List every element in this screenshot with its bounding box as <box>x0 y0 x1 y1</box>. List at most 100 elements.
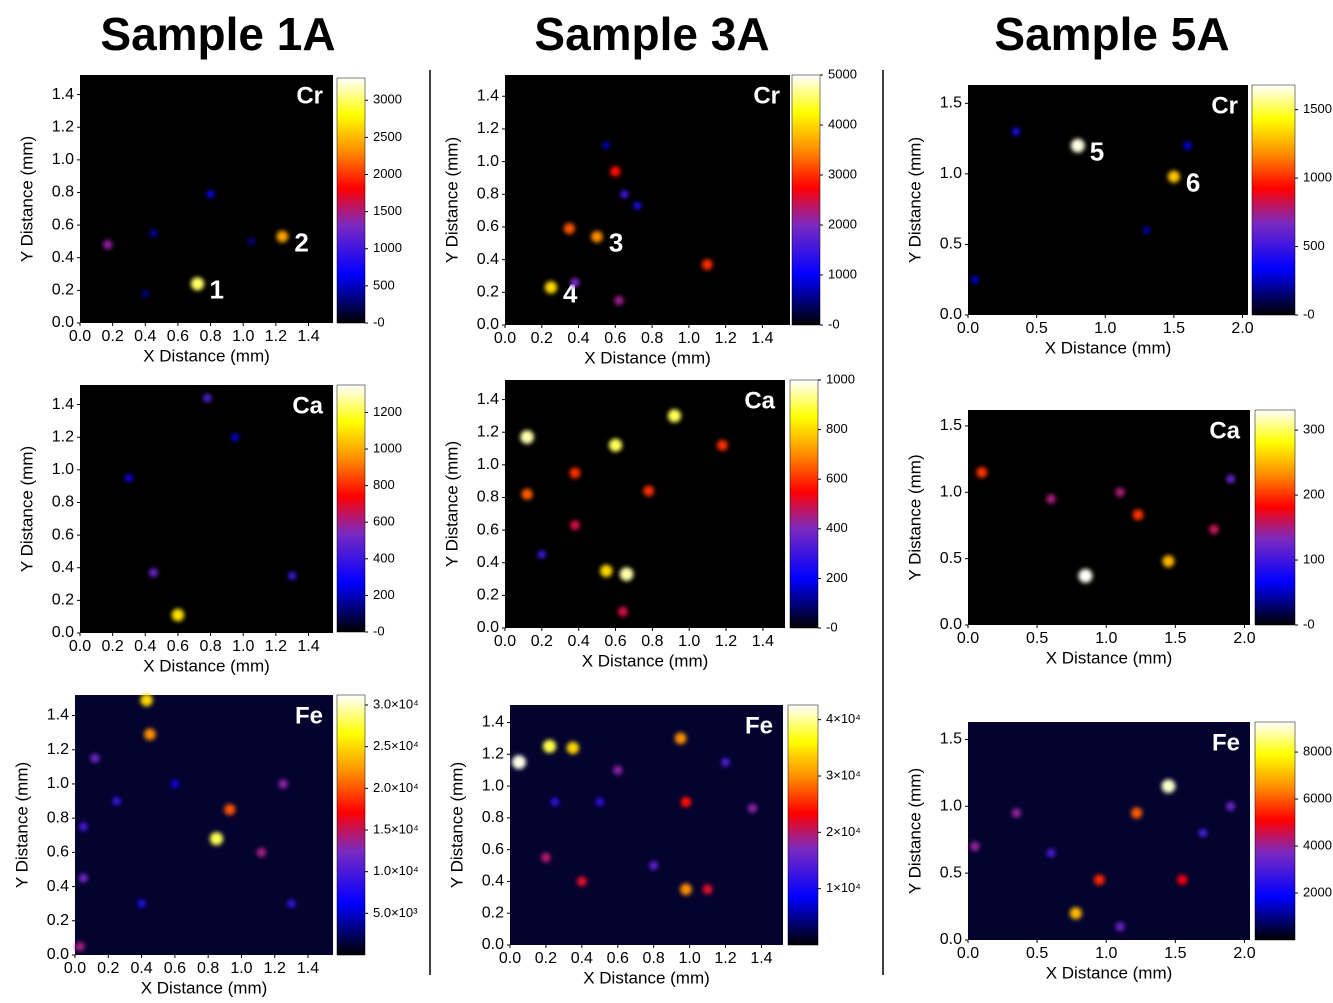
hotspot <box>1162 555 1175 568</box>
x-tick-label: 0.0 <box>64 960 86 977</box>
hotspot <box>541 852 551 863</box>
y-tick-label: 0.0 <box>940 616 962 633</box>
colorbar-tick-label: 1000 <box>826 371 855 386</box>
x-tick-label: 1.0 <box>678 633 700 650</box>
y-tick-label: 0.5 <box>940 864 962 881</box>
hotspot <box>619 567 634 581</box>
colorbar-tick-label: -0 <box>826 619 838 634</box>
y-tick-label: 1.5 <box>940 731 962 748</box>
hotspot <box>247 237 255 245</box>
y-tick-label: 0.0 <box>52 314 74 331</box>
y-tick-label: 0.8 <box>477 489 499 506</box>
plot-area <box>75 695 333 955</box>
y-tick-label: 0.0 <box>477 619 499 636</box>
y-tick-label: 1.0 <box>940 165 962 182</box>
y-tick-label: 1.0 <box>47 775 69 792</box>
hotspot <box>649 861 659 870</box>
colorbar-tick-label: 2000 <box>828 216 857 231</box>
y-tick-label: 0.8 <box>52 494 74 511</box>
hotspot <box>1078 568 1093 583</box>
x-tick-label: 1.0 <box>1095 630 1117 647</box>
hotspot <box>79 822 88 831</box>
hotspot <box>170 780 179 788</box>
x-axis-label: X Distance (mm) <box>584 348 711 367</box>
hotspot <box>608 438 623 452</box>
x-axis-label: X Distance (mm) <box>143 346 270 365</box>
x-tick-label: 0.8 <box>199 328 221 345</box>
hotspot <box>970 841 980 852</box>
y-tick-label: 0.4 <box>52 559 74 576</box>
colorbar-tick-label: 600 <box>373 514 395 529</box>
element-label: Ca <box>292 392 323 419</box>
y-tick-label: 1.4 <box>52 396 74 413</box>
x-tick-label: 0.0 <box>957 320 979 337</box>
x-tick-label: 1.5 <box>1164 630 1186 647</box>
y-tick-label: 1.2 <box>482 745 504 762</box>
column-title: Sample 5A <box>994 8 1229 60</box>
x-tick-label: 1.4 <box>297 328 319 345</box>
hotspot <box>125 474 133 482</box>
hotspot <box>137 899 146 908</box>
hotspot <box>702 884 713 895</box>
hotspot <box>1070 138 1085 153</box>
colorbar-tick-label: -0 <box>828 316 840 331</box>
y-tick-label: 1.2 <box>477 120 499 137</box>
y-tick-label: 0.2 <box>47 912 69 929</box>
y-tick-label: 0.4 <box>47 878 69 895</box>
x-tick-label: 0.2 <box>102 328 124 345</box>
x-tick-label: 0.0 <box>494 633 516 650</box>
hotspot <box>103 239 113 250</box>
hotspot <box>1046 494 1056 504</box>
colorbar-tick-label: 600 <box>826 471 848 486</box>
x-tick-label: 0.6 <box>604 633 626 650</box>
hotspot <box>278 779 288 789</box>
x-tick-label: 0.5 <box>1026 630 1048 647</box>
y-tick-label: 1.0 <box>477 153 499 170</box>
y-tick-label: 0.2 <box>477 587 499 604</box>
y-tick-label: 0.2 <box>482 904 504 921</box>
hotspot <box>1209 524 1219 535</box>
hotspot <box>1142 226 1151 234</box>
y-axis-label: Y Distance (mm) <box>12 762 31 888</box>
hotspot <box>617 606 628 617</box>
x-tick-label: 0.6 <box>604 330 626 347</box>
hotspot <box>202 393 212 403</box>
colorbar <box>1254 409 1296 626</box>
hotspot <box>569 467 581 479</box>
x-tick-label: 0.0 <box>69 328 91 345</box>
y-tick-label: 1.0 <box>482 777 504 794</box>
x-tick-label: 0.4 <box>134 638 156 655</box>
y-tick-label: 0.4 <box>482 873 504 890</box>
hotspot <box>600 564 613 578</box>
colorbar <box>789 379 819 629</box>
hotspot <box>550 797 560 807</box>
y-tick-label: 1.4 <box>477 87 499 104</box>
x-axis-label: X Distance (mm) <box>1046 963 1173 982</box>
colorbar-tick-label: 5000 <box>828 66 857 81</box>
hotspot <box>1132 509 1144 521</box>
colorbar-tick-label: 100 <box>1303 551 1325 566</box>
x-axis-label: X Distance (mm) <box>141 978 268 997</box>
x-tick-label: 1.4 <box>297 638 319 655</box>
hotspot <box>1161 779 1176 794</box>
x-tick-label: 0.8 <box>643 950 665 967</box>
y-tick-label: 0.2 <box>52 592 74 609</box>
y-tick-label: 0.5 <box>940 236 962 253</box>
plot-area <box>505 380 785 628</box>
colorbar-tick-label: 2×10⁴ <box>826 824 861 839</box>
x-tick-label: 0.2 <box>535 950 557 967</box>
hotspot <box>209 832 224 846</box>
x-tick-label: 1.0 <box>232 638 254 655</box>
colorbar-tick-label: 1200 <box>373 404 402 419</box>
hotspot <box>976 466 988 478</box>
hotspot <box>602 141 610 149</box>
y-tick-label: 0.4 <box>52 249 74 266</box>
y-tick-label: 0.0 <box>47 946 69 963</box>
x-tick-label: 2.0 <box>1233 630 1255 647</box>
colorbar-tick-label: 800 <box>826 421 848 436</box>
colorbar-tick-label: 1500 <box>373 203 402 218</box>
y-tick-label: 0.2 <box>477 284 499 301</box>
y-tick-label: 0.6 <box>477 521 499 538</box>
y-tick-label: 1.0 <box>52 461 74 478</box>
y-tick-label: 0.6 <box>52 216 74 233</box>
